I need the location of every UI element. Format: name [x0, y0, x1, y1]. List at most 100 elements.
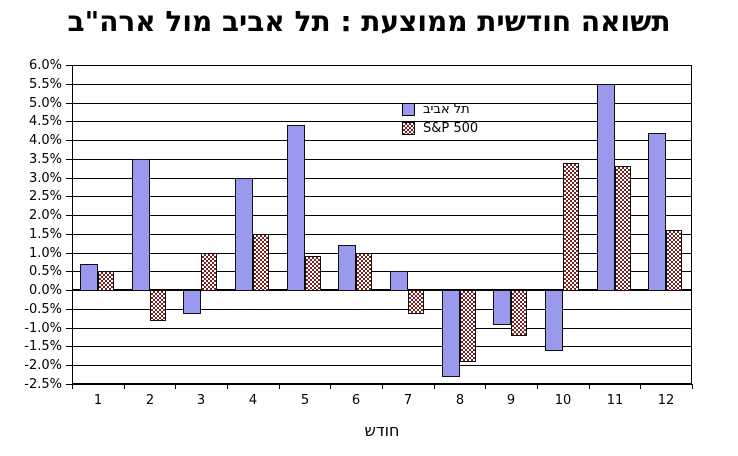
y-axis-tick — [66, 328, 72, 329]
legend: תל אביב S&P 500 — [402, 100, 478, 138]
y-axis-tick — [66, 253, 72, 254]
x-axis-tick-label: 4 — [248, 393, 258, 408]
bar-sp500-month-7 — [408, 290, 424, 314]
bar-tel-aviv-month-5 — [287, 125, 305, 291]
bar-sp500-month-1 — [98, 271, 114, 291]
y-axis-tick — [66, 103, 72, 104]
y-axis-tick — [66, 365, 72, 366]
legend-label-sp500: S&P 500 — [423, 121, 479, 136]
bar-sp500-month-10 — [563, 163, 579, 291]
bar-tel-aviv-month-2 — [132, 159, 150, 291]
y-axis-tick-label: 3.0% — [28, 171, 62, 186]
legend-item-tel-aviv: תל אביב — [402, 100, 478, 119]
y-axis-tick — [66, 290, 72, 291]
legend-swatch-tel-aviv — [402, 103, 415, 116]
y-axis-tick-label: 3.5% — [28, 152, 62, 167]
y-axis-tick — [66, 159, 72, 160]
gridline — [72, 271, 692, 272]
bar-tel-aviv-month-4 — [235, 178, 253, 291]
x-axis-tick — [279, 384, 280, 389]
gridline — [72, 84, 692, 85]
bar-sp500-month-5 — [305, 256, 321, 291]
x-axis-tick — [692, 384, 693, 389]
bar-sp500-month-8 — [460, 290, 476, 362]
gridline — [72, 309, 692, 310]
bar-tel-aviv-month-3 — [183, 290, 201, 314]
y-axis-tick-label: -1.0% — [24, 321, 62, 336]
y-axis-tick-label: -2.5% — [24, 377, 62, 392]
bar-tel-aviv-month-10 — [545, 290, 563, 351]
bar-tel-aviv-month-6 — [338, 245, 356, 291]
y-axis-tick-label: -2.0% — [24, 358, 62, 373]
y-axis-tick-label: 6.0% — [28, 58, 62, 73]
gridline — [72, 328, 692, 329]
chart-title: תשואה חודשית ממוצעת : תל אביב מול ארה"ב — [67, 5, 671, 38]
legend-label-tel-aviv: תל אביב — [423, 102, 470, 117]
x-axis-tick — [640, 384, 641, 389]
bar-sp500-month-2 — [150, 290, 166, 321]
bar-tel-aviv-month-12 — [648, 133, 666, 291]
y-axis-tick-label: 5.5% — [28, 77, 62, 92]
gridline — [72, 253, 692, 254]
bar-sp500-month-9 — [511, 290, 527, 336]
y-axis-tick — [66, 234, 72, 235]
y-axis-tick — [66, 384, 72, 385]
bar-tel-aviv-month-9 — [493, 290, 511, 325]
y-axis-tick — [66, 215, 72, 216]
y-axis-tick-label: 4.5% — [28, 114, 62, 129]
gridline — [72, 140, 692, 141]
x-axis-tick-label: 11 — [606, 393, 624, 408]
gridline — [72, 346, 692, 347]
x-axis-tick — [124, 384, 125, 389]
y-axis-tick-label: 1.5% — [28, 227, 62, 242]
x-axis-tick-label: 9 — [506, 393, 516, 408]
x-axis-tick-label: 6 — [351, 393, 361, 408]
x-axis-tick-label: 5 — [300, 393, 310, 408]
legend-swatch-sp500 — [402, 122, 415, 135]
plot-area-border — [72, 65, 692, 384]
x-axis-tick-label: 12 — [657, 393, 675, 408]
y-axis-tick-label: -1.5% — [24, 339, 62, 354]
x-axis-tick — [72, 384, 73, 389]
y-axis-tick-label: -0.5% — [24, 302, 62, 317]
x-axis-tick — [589, 384, 590, 389]
x-axis-tick — [227, 384, 228, 389]
gridline — [72, 196, 692, 197]
x-axis-tick — [537, 384, 538, 389]
x-axis-tick-label: 1 — [93, 393, 103, 408]
y-axis-tick — [66, 271, 72, 272]
bar-tel-aviv-month-7 — [390, 271, 408, 291]
y-axis-tick-label: 2.0% — [28, 208, 62, 223]
y-axis-tick-label: 1.0% — [28, 246, 62, 261]
gridline — [72, 121, 692, 122]
bar-sp500-month-11 — [615, 166, 631, 291]
y-axis-tick-label: 4.0% — [28, 133, 62, 148]
x-axis-tick-label: 8 — [455, 393, 465, 408]
x-axis-title: חודש — [364, 421, 400, 440]
y-axis-tick — [66, 84, 72, 85]
gridline — [72, 159, 692, 160]
zero-line — [72, 289, 692, 291]
x-axis-tick-label: 10 — [554, 393, 572, 408]
bar-tel-aviv-month-11 — [597, 84, 615, 291]
gridline — [72, 365, 692, 366]
y-axis-tick-label: 0.5% — [28, 264, 62, 279]
bar-sp500-month-12 — [666, 230, 682, 291]
gridline — [72, 103, 692, 104]
x-axis-tick — [330, 384, 331, 389]
bar-sp500-month-6 — [356, 253, 372, 291]
x-axis-tick-label: 3 — [196, 393, 206, 408]
x-axis-tick — [175, 384, 176, 389]
y-axis-tick — [66, 346, 72, 347]
legend-item-sp500: S&P 500 — [402, 119, 478, 138]
x-axis-tick — [485, 384, 486, 389]
bar-sp500-month-4 — [253, 234, 269, 291]
y-axis-tick — [66, 178, 72, 179]
x-axis-tick — [382, 384, 383, 389]
y-axis-tick — [66, 140, 72, 141]
x-axis-tick-label: 2 — [145, 393, 155, 408]
bar-tel-aviv-month-8 — [442, 290, 460, 377]
x-axis-tick — [434, 384, 435, 389]
y-axis-tick — [66, 121, 72, 122]
